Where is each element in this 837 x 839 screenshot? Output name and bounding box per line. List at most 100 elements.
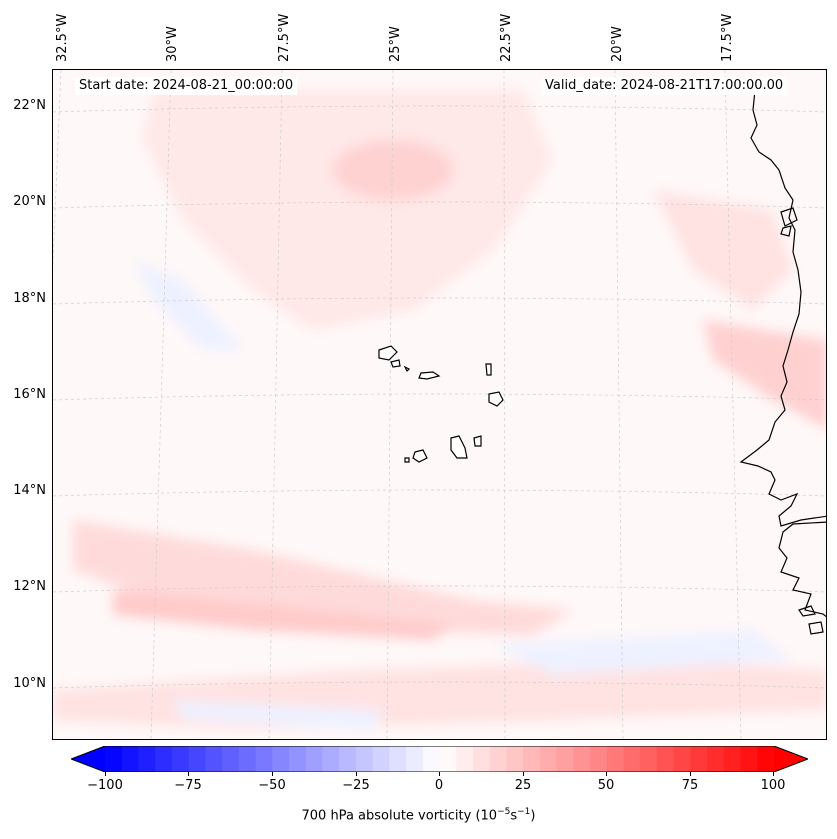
colorbar-tick-label: −100 <box>87 778 123 793</box>
colorbar-tick-label: −25 <box>342 778 370 793</box>
bijagos-islands <box>808 621 824 635</box>
coastlines <box>739 89 826 635</box>
island-santiago <box>450 435 468 459</box>
lat-label-14n: 14°N <box>13 483 46 498</box>
africa-coastline <box>739 89 826 527</box>
colorbar-segment <box>188 746 206 772</box>
colorbar-segment <box>489 746 507 772</box>
positive-vorticity-band <box>53 660 826 730</box>
lon-label-32-5w: 32.5°W <box>55 13 70 62</box>
island-santa-luzia <box>403 365 411 373</box>
parallel-12n <box>53 585 826 593</box>
colorbar-segment <box>272 746 290 772</box>
island-sal <box>485 363 492 376</box>
colorbar-segment <box>322 746 340 772</box>
colorbar-tick-label: 75 <box>681 778 699 793</box>
colorbar-tick-label: 100 <box>760 778 786 793</box>
colorbar-label-exponent: −5 <box>497 807 511 817</box>
colorbar-segment <box>389 746 407 772</box>
coastal-island <box>780 225 792 237</box>
colorbar-segment <box>422 746 441 772</box>
colorbar-segment <box>606 746 624 772</box>
colorbar-segment <box>707 746 725 772</box>
colorbar-segment <box>305 746 323 772</box>
colorbar-segment <box>406 746 424 772</box>
island-boa-vista <box>488 391 504 407</box>
positive-vorticity-region <box>703 320 826 429</box>
negative-vorticity-region <box>133 260 243 350</box>
colorbar-segment <box>523 746 541 772</box>
lon-label-20w: 20°W <box>610 26 625 62</box>
colorbar-tickmark <box>188 772 189 776</box>
colorbar-tick-label: 50 <box>597 778 615 793</box>
colorbar-segment <box>288 746 307 772</box>
colorbar-segment <box>723 746 742 772</box>
island-brava <box>404 457 410 463</box>
colorbar-segment <box>556 746 574 772</box>
colorbar-label-close: ) <box>530 808 536 824</box>
colorbar-segment <box>573 746 591 772</box>
colorbar-segment <box>121 746 139 772</box>
colorbar-segment <box>255 746 273 772</box>
lat-label-22n: 22°N <box>13 98 46 113</box>
positive-vorticity-region <box>143 90 553 330</box>
colorbar-segment <box>740 746 758 772</box>
colorbar-tickmark <box>356 772 357 776</box>
lon-label-17-5w: 17.5°W <box>720 13 735 62</box>
meridian-17-5w <box>724 70 742 739</box>
coastal-island <box>780 207 798 227</box>
colorbar-segment <box>757 746 775 772</box>
map-canvas <box>53 70 826 739</box>
colorbar-tickmark <box>272 772 273 776</box>
cape-verde-islands <box>378 345 504 463</box>
island-maio <box>473 435 482 447</box>
colorbar-segment <box>456 746 474 772</box>
colorbar-segment <box>690 746 708 772</box>
parallel-10n <box>53 681 826 689</box>
lon-label-30w: 30°W <box>165 26 180 62</box>
start-date-label: Start date: 2024-08-21_00:00:00 <box>75 77 298 95</box>
negative-vorticity-band <box>493 630 793 675</box>
colorbar-segment <box>472 746 491 772</box>
africa-coastline-south <box>778 521 826 618</box>
lon-label-22-5w: 22.5°W <box>499 13 514 62</box>
meridian-27-5w <box>268 70 283 739</box>
lat-label-10n: 10°N <box>13 676 46 691</box>
island-fogo <box>412 449 428 463</box>
lon-label-27-5w: 27.5°W <box>277 13 292 62</box>
bijagos-islands <box>798 605 816 617</box>
colorbar-tick-label: 0 <box>434 778 444 793</box>
colorbar-tickmark <box>105 772 106 776</box>
parallel-14n <box>53 489 826 497</box>
meridian-30w <box>150 70 172 739</box>
parallel-22n <box>53 105 826 113</box>
colorbar-tickmark <box>439 772 440 776</box>
parallel-20n <box>53 201 826 209</box>
colorbar-extend-min <box>71 746 105 772</box>
colorbar-segment <box>590 746 608 772</box>
colorbar-tick-label: 25 <box>514 778 532 793</box>
valid-date-label: Valid_date: 2024-08-21T17:00:00.00 <box>541 77 788 95</box>
colorbar-segment <box>623 746 641 772</box>
colorbar-tick-label: −50 <box>258 778 286 793</box>
colorbar-segment <box>339 746 357 772</box>
colorbar-segment <box>656 746 675 772</box>
colorbar-tickmark <box>773 772 774 776</box>
colorbar-label: 700 hPa absolute vorticity (10−5s−1) <box>0 807 837 823</box>
vorticity-map[interactable] <box>52 69 827 740</box>
colorbar-segment <box>171 746 190 772</box>
colorbar-segment <box>105 746 123 772</box>
colorbar-tickmark <box>606 772 607 776</box>
colorbar-segment <box>205 746 223 772</box>
lat-label-20n: 20°N <box>13 194 46 209</box>
colorbar-segment <box>238 746 257 772</box>
positive-vorticity-region <box>653 190 793 310</box>
colorbar-segment <box>372 746 390 772</box>
positive-vorticity-band <box>113 590 453 640</box>
parallel-18n <box>53 297 826 305</box>
colorbar-tick-label: −75 <box>174 778 202 793</box>
graticule <box>53 70 826 739</box>
lat-label-18n: 18°N <box>13 291 46 306</box>
meridian-32-5w <box>53 70 62 271</box>
island-sao-vicente <box>390 359 401 368</box>
